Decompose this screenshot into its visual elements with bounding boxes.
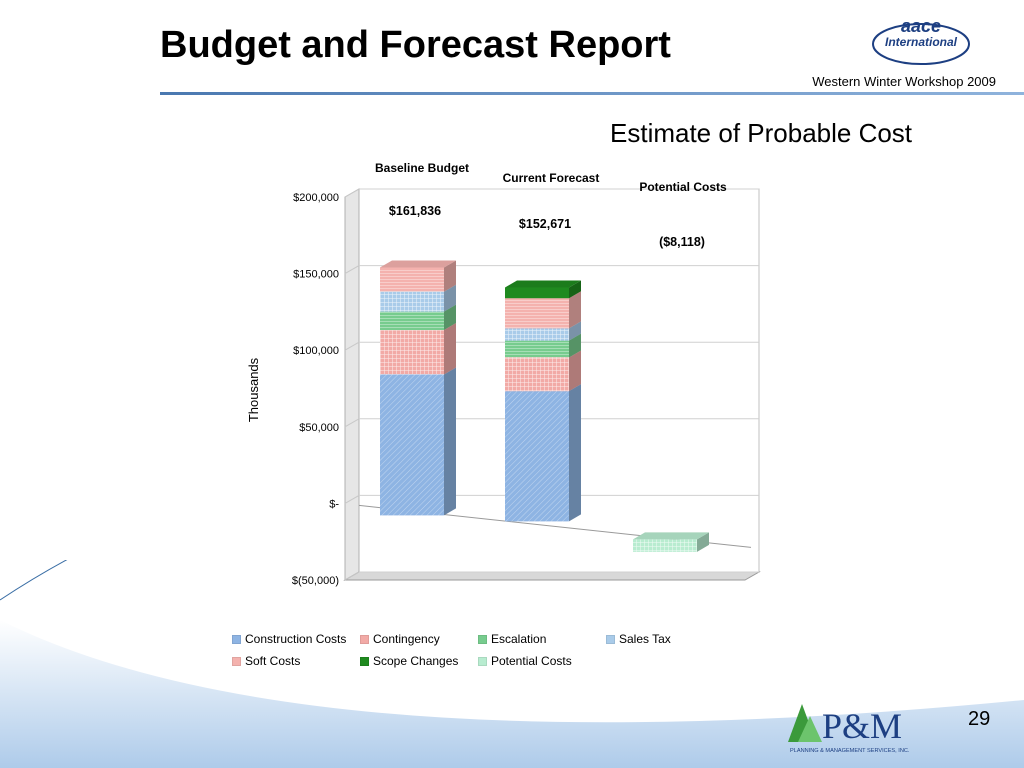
aace-logo: aace International	[872, 16, 970, 65]
bar-segment	[380, 323, 456, 375]
bar-segment	[505, 350, 581, 392]
bar-segment	[505, 291, 581, 329]
y-tick-label: $(50,000)	[292, 575, 339, 587]
category-label: Current Forecast	[503, 171, 600, 185]
legend-label: Scope Changes	[373, 654, 459, 668]
y-tick-label: $-	[329, 498, 339, 510]
legend-item: Escalation	[478, 632, 606, 646]
legend-label: Construction Costs	[245, 632, 347, 646]
chart-legend: Construction Costs Contingency Escalation S…	[232, 632, 792, 668]
legend-swatch	[232, 656, 241, 666]
legend-item: Potential Costs	[478, 654, 606, 668]
category-label: Baseline Budget	[375, 161, 469, 175]
aace-logo-text: aace	[901, 16, 941, 36]
background-wave	[0, 560, 1024, 768]
bar-segment	[633, 532, 709, 552]
legend-swatch	[360, 656, 369, 666]
category-label: Potential Costs	[639, 180, 727, 194]
y-tick-label: $100,000	[293, 345, 339, 357]
legend-item: Construction Costs	[232, 632, 360, 646]
y-tick-label: $150,000	[293, 269, 339, 281]
stacked-bar-chart: $200,000 $150,000 $100,000 $50,000 $- $(50,00…	[246, 161, 761, 587]
bar-segment	[380, 367, 456, 516]
legend-item: Scope Changes	[360, 654, 478, 668]
legend-label: Contingency	[373, 632, 440, 646]
chart-side-wall	[344, 188, 360, 581]
chart-floor	[343, 571, 761, 581]
pm-logo-text: P&M	[822, 706, 902, 746]
aace-logo-subtext: International	[885, 35, 958, 49]
total-label: $152,671	[519, 217, 571, 231]
legend-label: Escalation	[491, 632, 547, 646]
legend-item: Sales Tax	[606, 632, 746, 646]
bar-segment	[505, 384, 581, 522]
bar-segment	[380, 260, 456, 292]
slide-title: Budget and Forecast Report	[160, 24, 671, 66]
legend-swatch	[478, 656, 487, 666]
legend-item: Contingency	[360, 632, 478, 646]
legend-swatch	[478, 634, 487, 644]
workshop-label: Western Winter Workshop 2009	[812, 74, 996, 89]
bar-segment	[505, 280, 581, 299]
y-axis-label: Thousands	[246, 357, 261, 422]
legend-swatch	[232, 634, 241, 644]
legend-label: Sales Tax	[619, 632, 671, 646]
y-tick-label: $50,000	[299, 422, 339, 434]
legend-label: Potential Costs	[491, 654, 572, 668]
total-label: $161,836	[389, 204, 441, 218]
legend-swatch	[606, 634, 615, 644]
pm-logo-subtext: PLANNING & MANAGEMENT SERVICES, INC.	[790, 748, 910, 754]
y-tick-label: $200,000	[293, 192, 339, 204]
legend-swatch	[360, 634, 369, 644]
legend-item: Soft Costs	[232, 654, 360, 668]
pm-logo: P&M PLANNING & MANAGEMENT SERVICES, INC.	[788, 704, 910, 754]
page-number: 29	[968, 708, 991, 730]
header-rule	[160, 92, 1024, 95]
legend-label: Soft Costs	[245, 654, 301, 668]
total-label: ($8,118)	[659, 235, 705, 249]
chart-heading: Estimate of Probable Cost	[610, 118, 913, 148]
